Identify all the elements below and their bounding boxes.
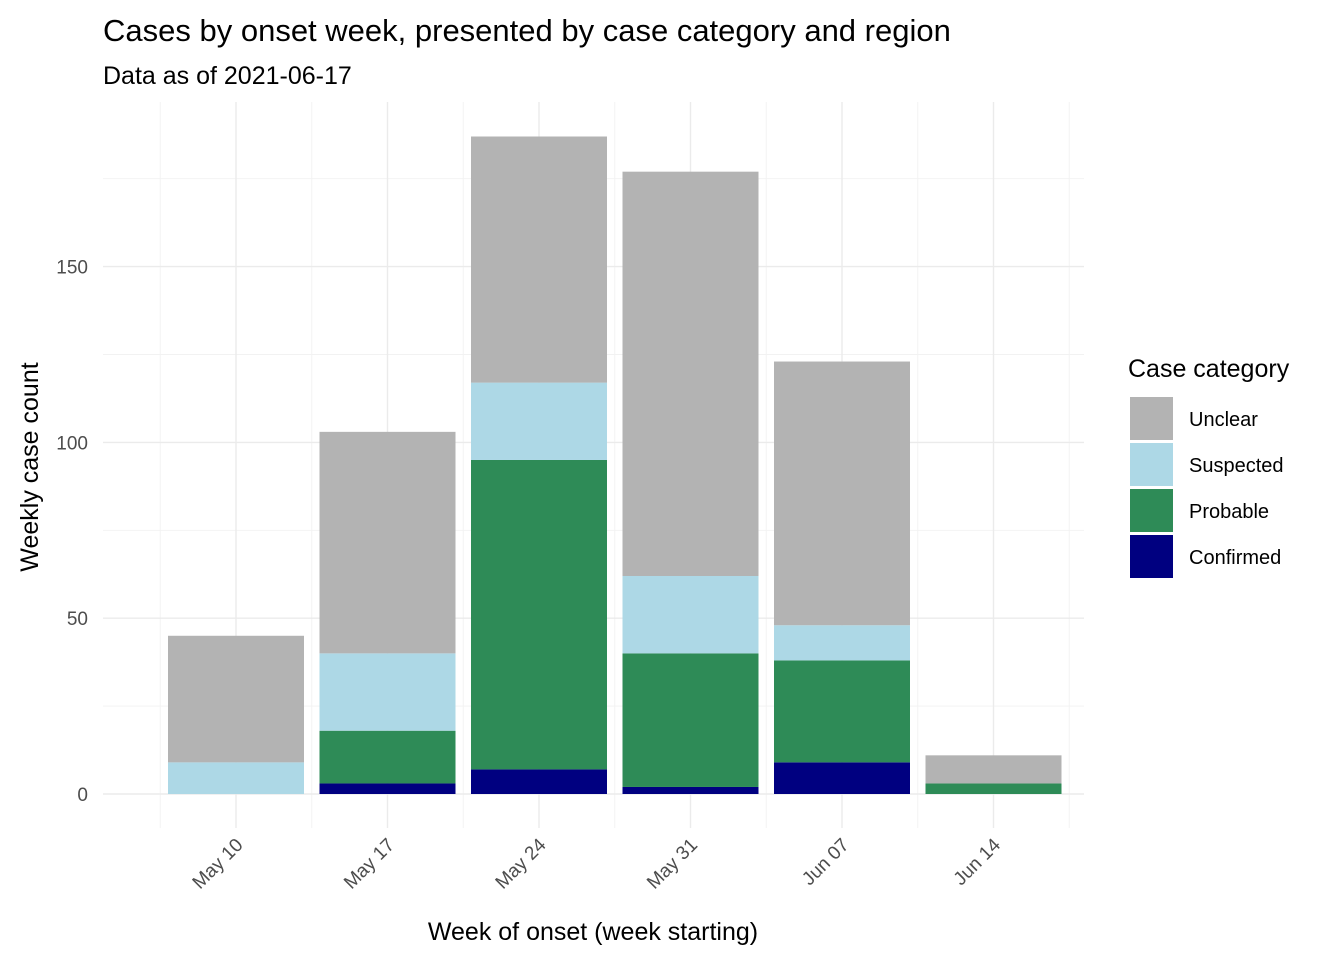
bar-unclear-jun-07 [774,361,910,626]
x-tick-label: May 31 [643,835,702,894]
x-axis-title: Week of onset (week starting) [428,918,758,946]
bar-suspected-may-17 [319,653,456,731]
y-tick-label: 50 [67,609,88,630]
bar-unclear-may-17 [319,431,456,654]
bar-suspected-may-31 [622,576,759,654]
y-axis-title: Weekly case count [16,362,44,571]
chart-title: Cases by onset week, presented by case c… [103,13,951,48]
bar-probable-may-17 [319,730,456,784]
legend-key-confirmed [1130,535,1173,578]
bar-suspected-may-24 [471,382,607,460]
bar-suspected-jun-07 [774,625,910,661]
legend-label-probable: Probable [1189,501,1269,523]
legend-label-confirmed: Confirmed [1189,547,1281,569]
bar-unclear-may-10 [168,635,304,763]
x-tick-label: Jun 14 [950,834,1005,889]
bars [168,136,1062,794]
bar-confirmed-may-24 [471,769,607,794]
y-tick-label: 100 [56,433,88,454]
bar-probable-jun-07 [774,660,910,763]
x-tick-label: May 24 [492,834,551,893]
bar-suspected-may-10 [168,762,304,794]
x-axis-ticks: May 10 May 17 May 24 May 31 Jun 07 Jun 14 [189,834,1006,893]
x-tick-label: May 10 [189,835,248,894]
bar-confirmed-may-17 [319,783,456,794]
legend: Case category Unclear Suspected Probable Co… [1128,355,1290,578]
x-tick-label: Jun 07 [798,835,853,890]
bar-probable-jun-14 [925,783,1062,794]
y-tick-label: 150 [56,258,88,279]
legend-key-unclear [1130,397,1173,440]
x-tick-label: May 17 [340,835,399,894]
y-axis-ticks: 0 50 100 150 [56,258,88,806]
legend-label-unclear: Unclear [1189,409,1258,431]
bar-confirmed-may-31 [622,786,759,794]
bar-unclear-jun-14 [925,755,1062,784]
chart-subtitle: Data as of 2021-06-17 [103,62,352,90]
bar-probable-may-31 [622,653,759,787]
legend-key-suspected [1130,443,1173,486]
legend-label-suspected: Suspected [1189,455,1284,477]
bar-confirmed-jun-07 [774,762,910,794]
y-tick-label: 0 [77,785,88,806]
legend-key-probable [1130,489,1173,532]
legend-title: Case category [1128,355,1290,383]
bar-unclear-may-24 [471,136,607,383]
bar-probable-may-24 [471,459,607,770]
bar-unclear-may-31 [622,171,759,577]
